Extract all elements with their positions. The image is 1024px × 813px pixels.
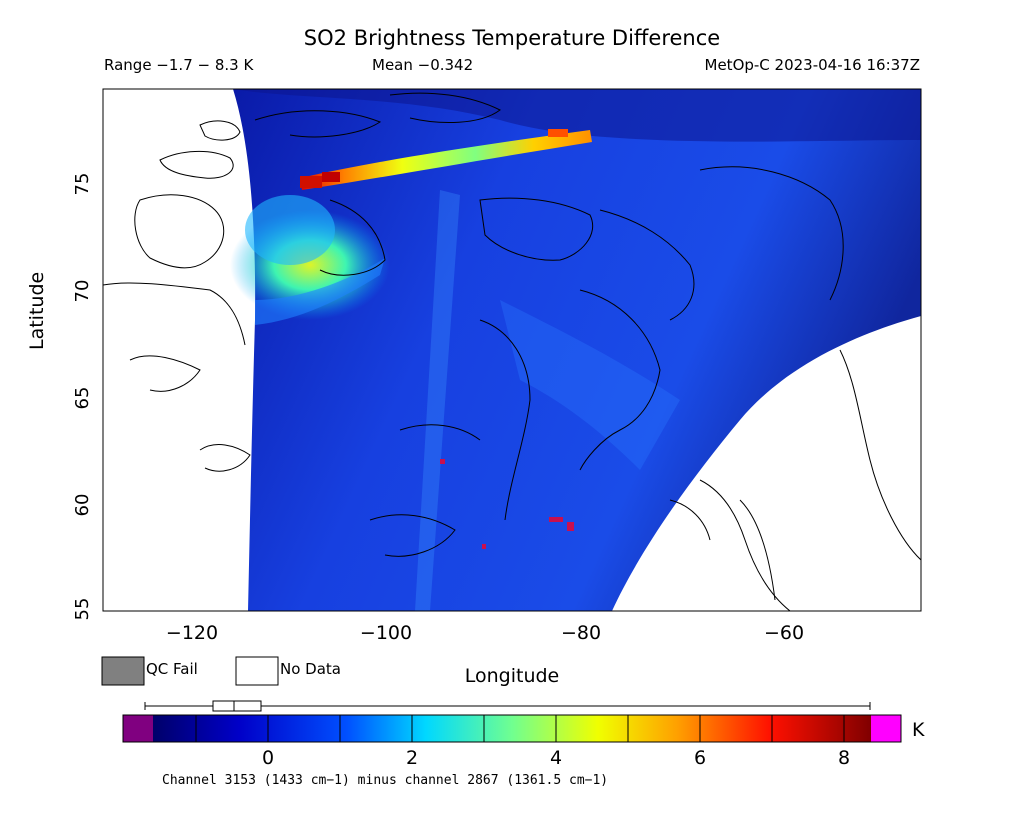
data-swath: [233, 89, 921, 611]
colorbar-over: [871, 715, 901, 742]
colorbar-tick: 6: [693, 747, 707, 769]
mean-text: Mean −0.342: [372, 56, 474, 74]
satellite-time-text: MetOp-C 2023-04-16 16:37Z: [704, 56, 920, 74]
colorbar-tick: 2: [405, 747, 419, 769]
qc-fail-label: QC Fail: [146, 660, 198, 678]
qc-fail-swatch: [101, 656, 145, 686]
x-tick: −100: [359, 622, 413, 644]
y-tick: 75: [72, 172, 93, 196]
distribution-boxplot: [144, 700, 871, 712]
y-tick: 70: [72, 279, 93, 303]
no-data-label: No Data: [280, 660, 341, 678]
y-tick: 60: [72, 493, 93, 517]
plot-title: SO2 Brightness Temperature Difference: [303, 26, 721, 50]
range-text: Range −1.7 − 8.3 K: [104, 56, 254, 74]
qc-fail-pixel: [567, 522, 574, 531]
colorbar-tick: 4: [549, 747, 563, 769]
colorbar: [153, 715, 871, 742]
x-axis-label: Longitude: [464, 665, 560, 687]
qc-fail-pixel: [440, 459, 445, 464]
coastlines: [103, 92, 921, 611]
y-axis-label: Latitude: [26, 271, 48, 350]
so2-plume: [300, 130, 592, 190]
colorbar-tick: 8: [837, 747, 851, 769]
qc-fail-pixel: [482, 544, 486, 549]
y-tick: 65: [72, 386, 93, 410]
x-tick: −120: [165, 622, 219, 644]
qc-fail-pixel: [549, 517, 563, 522]
x-tick: −60: [763, 622, 805, 644]
colorbar-tick: 0: [261, 747, 275, 769]
no-data-swatch: [235, 656, 279, 686]
x-tick: −80: [560, 622, 602, 644]
colorbar-unit: K: [912, 719, 925, 741]
colorbar-under: [123, 715, 153, 742]
channel-footnote: Channel 3153 (1433 cm−1) minus channel 2…: [162, 773, 609, 788]
y-tick: 55: [72, 597, 93, 621]
